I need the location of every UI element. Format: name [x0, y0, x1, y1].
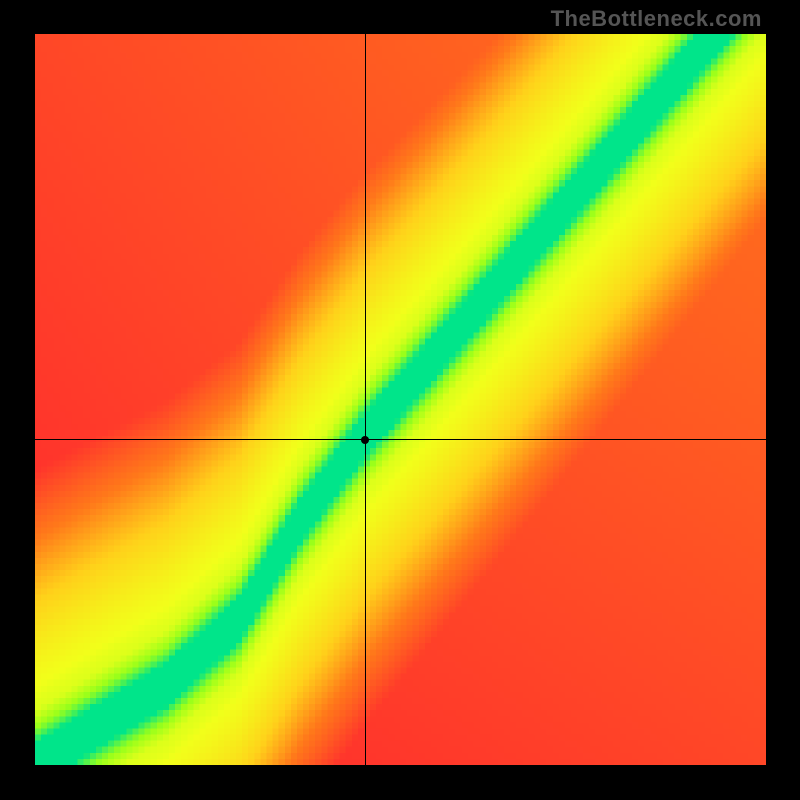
crosshair-horizontal — [35, 439, 766, 440]
crosshair-vertical — [365, 34, 366, 765]
bottleneck-heatmap — [35, 34, 766, 765]
watermark-text: TheBottleneck.com — [551, 6, 762, 32]
chart-frame: TheBottleneck.com — [0, 0, 800, 800]
